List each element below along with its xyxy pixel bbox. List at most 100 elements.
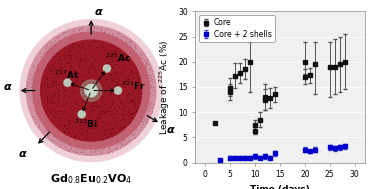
Point: [94, 87, 100, 90]
Point: [81, 150, 87, 153]
Point: [108, 130, 114, 133]
Point: [131, 44, 137, 47]
Point: [73, 101, 78, 104]
Point: [30, 76, 36, 79]
Point: [119, 74, 125, 77]
Point: [97, 149, 103, 152]
Point: [81, 75, 87, 78]
Point: [122, 115, 128, 118]
Point: [121, 138, 127, 141]
Point: [126, 39, 132, 42]
Point: [91, 101, 97, 104]
Point: [83, 55, 89, 58]
Point: [66, 46, 72, 49]
Point: [121, 35, 127, 38]
Point: [122, 40, 128, 43]
Point: [95, 104, 101, 107]
Point: [132, 136, 138, 139]
Point: [147, 84, 153, 87]
Point: [71, 30, 77, 33]
Point: [28, 85, 34, 88]
Point: [127, 121, 133, 124]
Point: [33, 112, 39, 115]
Point: [132, 103, 138, 106]
Point: [111, 50, 117, 53]
Point: [88, 42, 94, 45]
Point: [29, 82, 35, 85]
Point: [99, 45, 105, 48]
Point: [100, 119, 106, 122]
Point: [30, 80, 36, 83]
Point: [81, 123, 87, 126]
Point: [134, 108, 140, 111]
Point: [51, 43, 57, 46]
Point: [80, 57, 86, 60]
Point: [143, 61, 149, 64]
Point: [76, 86, 82, 89]
Point: [128, 134, 134, 137]
Point: [129, 67, 135, 70]
Point: [56, 34, 62, 37]
Point: [109, 150, 115, 153]
Point: [77, 124, 83, 127]
Point: [136, 87, 142, 90]
Point: [101, 30, 107, 33]
Point: [62, 88, 68, 91]
Point: [109, 135, 115, 138]
Point: [131, 72, 137, 75]
Point: [91, 119, 97, 122]
Point: [126, 112, 132, 115]
Point: [57, 55, 63, 58]
Point: [117, 142, 123, 145]
Point: [81, 112, 87, 115]
Point: [48, 76, 54, 79]
Point: [120, 64, 126, 67]
Point: [146, 101, 152, 104]
Point: [131, 101, 137, 104]
Point: [124, 142, 129, 145]
Point: [52, 81, 58, 84]
Point: [117, 49, 123, 52]
Point: [72, 136, 78, 139]
Point: [123, 40, 129, 43]
Circle shape: [115, 87, 122, 94]
Point: [105, 100, 111, 103]
Point: [106, 146, 112, 149]
Point: [71, 82, 77, 85]
Point: [80, 115, 86, 119]
Point: [44, 78, 50, 81]
Text: $\boldsymbol{\alpha}$: $\boldsymbol{\alpha}$: [18, 149, 28, 159]
Point: [108, 58, 113, 61]
Point: [110, 33, 116, 36]
Point: [131, 136, 137, 139]
Point: [119, 36, 125, 39]
Point: [62, 101, 68, 104]
Point: [131, 104, 137, 107]
Point: [44, 50, 50, 53]
Point: [77, 123, 83, 126]
Text: $\boldsymbol{\alpha}$: $\boldsymbol{\alpha}$: [3, 82, 12, 92]
Point: [85, 86, 91, 89]
Point: [118, 72, 124, 75]
Circle shape: [33, 32, 150, 149]
Point: [70, 43, 76, 46]
Point: [118, 35, 124, 38]
Point: [77, 27, 83, 30]
Point: [36, 125, 42, 128]
Point: [116, 87, 122, 90]
Point: [126, 75, 132, 78]
Point: [99, 59, 105, 62]
Point: [121, 124, 127, 127]
Point: [61, 109, 67, 112]
Point: [138, 119, 144, 122]
Point: [83, 53, 89, 56]
Point: [75, 55, 81, 58]
Point: [67, 76, 73, 79]
Point: [92, 119, 98, 122]
Point: [65, 49, 71, 52]
Point: [71, 43, 77, 46]
Point: [77, 149, 83, 152]
Point: [53, 80, 59, 83]
Point: [87, 97, 93, 100]
Point: [65, 113, 71, 116]
